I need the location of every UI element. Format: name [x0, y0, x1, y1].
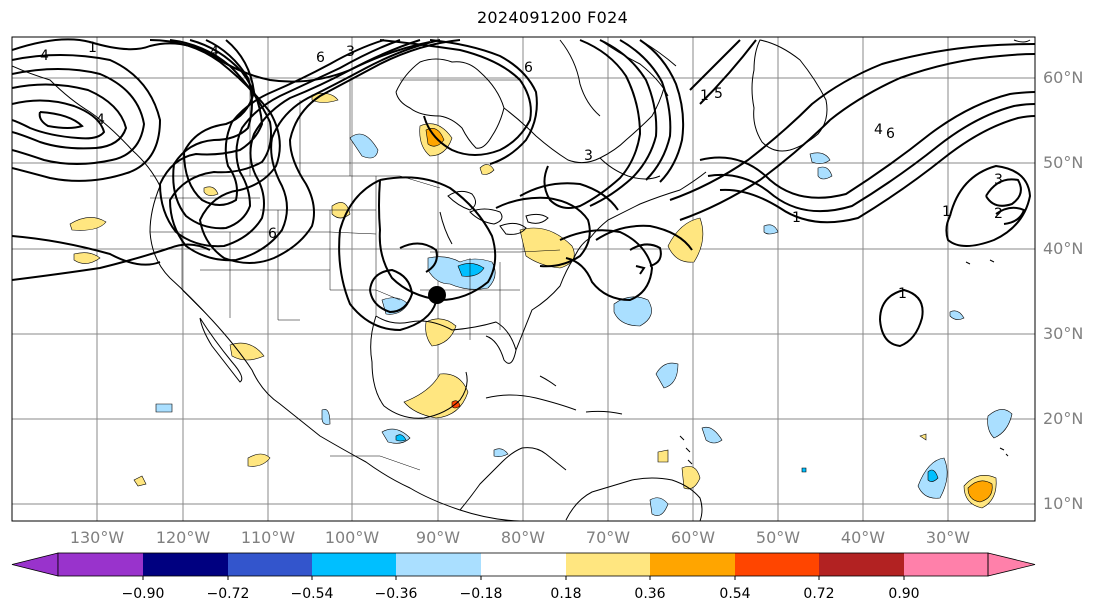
colorbar-segment [481, 553, 566, 576]
lon-label: 40°W [840, 528, 886, 547]
colorbar-segment [566, 553, 650, 576]
colorbar-tick-label: 0.54 [719, 586, 751, 602]
lat-label: 50°N [1043, 153, 1084, 172]
lon-label: 110°W [240, 528, 296, 547]
contour-label: 1 [700, 88, 709, 104]
colorbar-segment [396, 553, 481, 576]
colorbar-tick-label: −0.18 [459, 586, 503, 602]
colorbar-segment [904, 553, 988, 576]
contour-label: 5 [714, 86, 723, 102]
lon-label: 70°W [585, 528, 631, 547]
colorbar-tick-label: −0.90 [121, 586, 165, 602]
contour-labels: 1 4 4 6 3 6 3 6 1 5 1 6 4 1 3 2 1 4 [40, 40, 1003, 302]
location-marker [428, 286, 446, 304]
contour-lines [12, 38, 1035, 348]
lat-label: 40°N [1043, 239, 1084, 258]
colorbar-tick-label: 0.72 [803, 586, 835, 602]
colorbar-extend-min [11, 552, 59, 577]
contour-label: 1 [942, 204, 951, 220]
colorbar-tick-label: −0.72 [206, 586, 250, 602]
contour-label: 3 [584, 148, 593, 164]
colorbar-extend-max [987, 552, 1036, 577]
contour-label: 3 [346, 44, 355, 60]
contour-label: 6 [886, 126, 895, 142]
colorbar-segment [650, 553, 735, 576]
contour-label: 6 [524, 60, 533, 76]
lat-label: 10°N [1043, 494, 1084, 513]
lon-label: 80°W [500, 528, 546, 547]
colorbar-tick-label: 0.90 [888, 586, 920, 602]
contour-label: 6 [268, 226, 277, 242]
contour-label: 6 [316, 50, 325, 66]
colorbar-tick-label: 0.18 [550, 586, 582, 602]
lat-label: 20°N [1043, 409, 1084, 428]
colorbar-segment [143, 553, 228, 576]
colorbar-segment [58, 553, 143, 576]
colorbar-tick-label: 0.36 [634, 586, 666, 602]
map-frame [11, 36, 1036, 522]
colorbar-segment [228, 553, 312, 576]
colorbar-segment [312, 553, 396, 576]
contour-label: 4 [40, 48, 49, 64]
contour-label: 1 [792, 210, 801, 226]
lat-label: 30°N [1043, 324, 1084, 343]
lon-label: 90°W [415, 528, 461, 547]
lon-label: 30°W [925, 528, 971, 547]
colorbar [11, 552, 1036, 580]
contour-label: 4 [210, 44, 219, 60]
contour-label: 4 [874, 122, 883, 138]
contour-label: 1 [88, 40, 97, 56]
contour-label: 2 [994, 206, 1003, 222]
contour-label: 1 [898, 286, 907, 302]
lon-label: 130°W [69, 528, 125, 547]
lat-label: 60°N [1043, 68, 1084, 87]
contour-label: 3 [994, 172, 1003, 188]
colorbar-segment [735, 553, 819, 576]
shaded-anomaly-patches [69, 93, 1013, 516]
colorbar-segment [819, 553, 904, 576]
contour-label: 4 [96, 112, 105, 128]
colorbar-tick-label: −0.36 [374, 586, 418, 602]
lon-label: 60°W [670, 528, 716, 547]
colorbar-tick-label: −0.54 [290, 586, 334, 602]
map-title: 2024091200 F024 [476, 8, 629, 27]
colorbar-outline [57, 552, 989, 577]
lon-label: 50°W [755, 528, 801, 547]
lon-label: 120°W [155, 528, 211, 547]
lon-label: 100°W [324, 528, 380, 547]
